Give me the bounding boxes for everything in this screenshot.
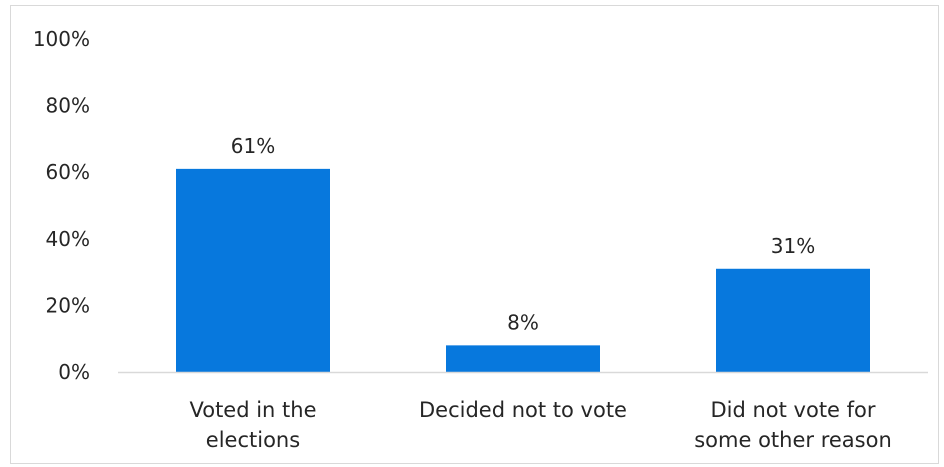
y-tick-label: 60% — [46, 160, 90, 184]
category-label: Decided not to vote — [419, 398, 627, 422]
y-tick-label: 20% — [46, 293, 90, 317]
y-tick-label: 100% — [33, 27, 90, 51]
bar — [716, 268, 870, 372]
category-label: elections — [206, 428, 300, 452]
chart-frame — [10, 5, 939, 464]
category-label: Did not vote for — [710, 398, 875, 422]
bar — [446, 345, 600, 372]
y-tick-label: 80% — [46, 94, 90, 118]
category-label: Voted in the — [189, 398, 316, 422]
bar — [176, 168, 330, 372]
data-label: 31% — [771, 234, 815, 258]
y-tick-label: 0% — [58, 360, 90, 384]
data-label: 61% — [231, 134, 275, 158]
category-label: some other reason — [694, 428, 892, 452]
y-tick-label: 40% — [46, 227, 90, 251]
data-label: 8% — [507, 310, 539, 334]
